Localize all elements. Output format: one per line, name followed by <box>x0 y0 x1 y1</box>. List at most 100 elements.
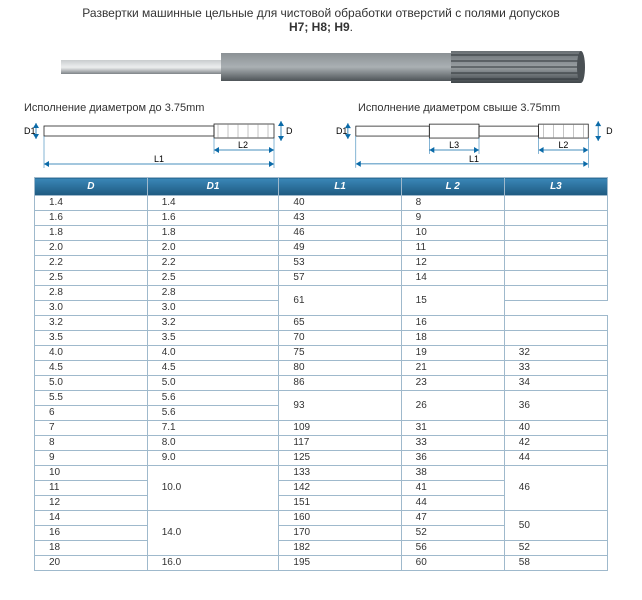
cell-d: 5.0 <box>35 376 148 391</box>
cell-d: 12 <box>35 496 148 511</box>
table-header-row: DD1L1L 2L3 <box>35 178 608 196</box>
cell-d1: 2.2 <box>147 256 279 271</box>
table-row: 99.01253644 <box>35 451 608 466</box>
cell-l3 <box>504 316 607 331</box>
cell-l2: 60 <box>401 556 504 571</box>
cell-d1: 16.0 <box>147 556 279 571</box>
page-title: Развертки машинные цельные для чистовой … <box>0 0 642 36</box>
cell-l1: 70 <box>279 331 401 346</box>
cell-d: 20 <box>35 556 148 571</box>
table-row: 4.54.5802133 <box>35 361 608 376</box>
dim-l2: L2 <box>238 140 248 150</box>
table-row: 1010.01333846 <box>35 466 608 481</box>
cell-l1: 75 <box>279 346 401 361</box>
col-D1: D1 <box>147 178 279 196</box>
col-L3: L3 <box>504 178 607 196</box>
cell-l1: 49 <box>279 241 401 256</box>
cell-d1: 3.2 <box>147 316 279 331</box>
cell-l3: 44 <box>504 451 607 466</box>
cell-d: 16 <box>35 526 148 541</box>
cell-l1: 151 <box>279 496 401 511</box>
table-body: 1.41.44081.61.64391.81.846102.02.049112.… <box>35 196 608 571</box>
table-row: 2.82.86115 <box>35 286 608 301</box>
cell-l3: 32 <box>504 346 607 361</box>
cell-d: 14 <box>35 511 148 526</box>
cell-l1: 109 <box>279 421 401 436</box>
cell-l2: 8 <box>401 196 504 211</box>
cell-l2: 44 <box>401 496 504 511</box>
title-line1: Развертки машинные цельные для чистовой … <box>82 6 559 20</box>
cell-d1: 3.0 <box>147 301 279 316</box>
cell-d1: 3.5 <box>147 331 279 346</box>
cell-l2: 9 <box>401 211 504 226</box>
table-row: 2.22.25312 <box>35 256 608 271</box>
cell-l3 <box>504 226 607 241</box>
cell-d: 9 <box>35 451 148 466</box>
cell-d1: 2.0 <box>147 241 279 256</box>
spec-table-wrap: DD1L1L 2L3 1.41.44081.61.64391.81.846102… <box>0 177 642 571</box>
cell-l1: 170 <box>279 526 401 541</box>
cell-l1: 43 <box>279 211 401 226</box>
cell-l3 <box>504 211 607 226</box>
table-row: 4.04.0751932 <box>35 346 608 361</box>
cell-l1: 195 <box>279 556 401 571</box>
dimension-diagrams: Исполнение диаметром до 3.75mm D1 D L2 <box>0 102 642 177</box>
cell-l2: 36 <box>401 451 504 466</box>
table-row: 181825652 <box>35 541 608 556</box>
col-D: D <box>35 178 148 196</box>
table-row: 5.55.6932636 <box>35 391 608 406</box>
cell-d: 4.0 <box>35 346 148 361</box>
cell-d1: 2.5 <box>147 271 279 286</box>
cell-d1: 4.0 <box>147 346 279 361</box>
col-L1: L1 <box>279 178 401 196</box>
cell-l2: 38 <box>401 466 504 481</box>
cell-l1: 86 <box>279 376 401 391</box>
cell-l3: 46 <box>504 466 607 511</box>
cell-l2: 11 <box>401 241 504 256</box>
cell-d: 7 <box>35 421 148 436</box>
cell-d: 3.2 <box>35 316 148 331</box>
cell-l3: 40 <box>504 421 607 436</box>
cell-l1: 160 <box>279 511 401 526</box>
cell-d: 5.5 <box>35 391 148 406</box>
cell-l2: 56 <box>401 541 504 556</box>
table-row: 2.02.04911 <box>35 241 608 256</box>
dim-l1-r: L1 <box>469 154 479 164</box>
table-row: 2016.01956058 <box>35 556 608 571</box>
cell-l2: 19 <box>401 346 504 361</box>
cell-l3 <box>504 256 607 271</box>
cell-l3 <box>504 196 607 211</box>
cell-d: 2.8 <box>35 286 148 301</box>
table-row: 1.81.84610 <box>35 226 608 241</box>
cell-l1: 57 <box>279 271 401 286</box>
dim-l3: L3 <box>449 140 459 150</box>
cell-l1: 142 <box>279 481 401 496</box>
table-row: 3.53.57018 <box>35 331 608 346</box>
table-row: 5.05.0862334 <box>35 376 608 391</box>
cell-l2: 26 <box>401 391 504 421</box>
cell-l3: 42 <box>504 436 607 451</box>
cell-d1: 7.1 <box>147 421 279 436</box>
cell-d1: 10.0 <box>147 466 279 511</box>
dim-l1: L1 <box>154 154 164 164</box>
cell-d: 1.6 <box>35 211 148 226</box>
cell-d1: 9.0 <box>147 451 279 466</box>
cell-l3 <box>504 271 607 286</box>
table-row: 1414.01604750 <box>35 511 608 526</box>
cell-l3 <box>504 286 607 301</box>
cell-d: 18 <box>35 541 148 556</box>
cell-d1: 1.6 <box>147 211 279 226</box>
cell-d1: 14.0 <box>147 511 279 556</box>
cell-l1: 53 <box>279 256 401 271</box>
cell-l2: 15 <box>401 286 504 316</box>
cell-d: 3.5 <box>35 331 148 346</box>
cell-d1: 8.0 <box>147 436 279 451</box>
cell-d: 10 <box>35 466 148 481</box>
cell-l2: 21 <box>401 361 504 376</box>
cell-d: 8 <box>35 436 148 451</box>
table-row: 2.52.55714 <box>35 271 608 286</box>
cell-l1: 65 <box>279 316 401 331</box>
diagram-left: Исполнение диаметром до 3.75mm D1 D L2 <box>14 102 312 173</box>
cell-l2: 41 <box>401 481 504 496</box>
cell-l2: 16 <box>401 316 504 331</box>
